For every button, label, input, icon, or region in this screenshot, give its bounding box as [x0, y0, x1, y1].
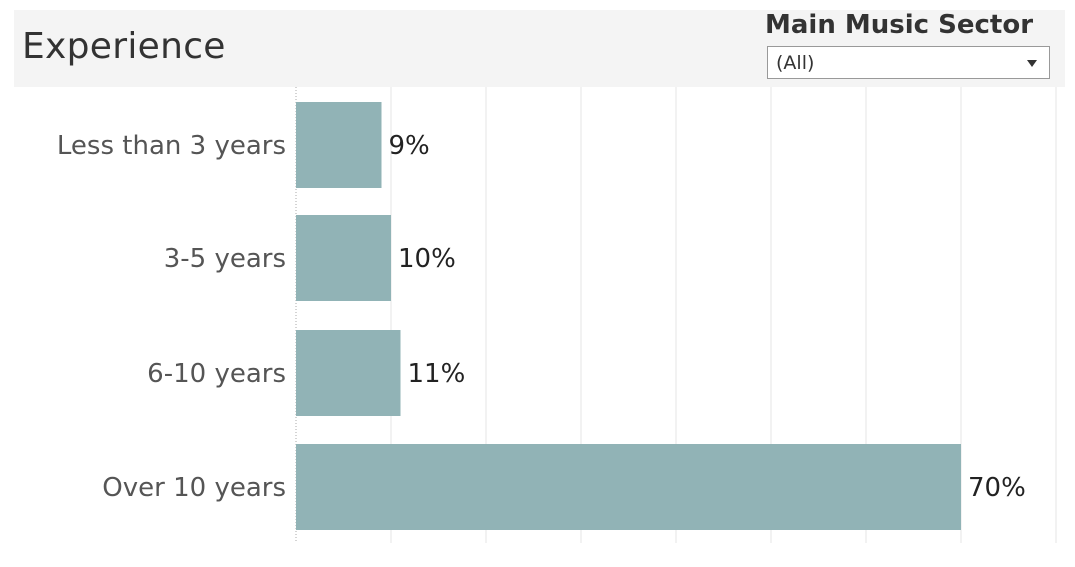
bar: [296, 444, 961, 530]
bar: [296, 102, 382, 188]
category-label: Over 10 years: [102, 473, 286, 503]
category-label: 3-5 years: [164, 244, 286, 274]
sector-filter-dropdown[interactable]: (All): [767, 46, 1050, 79]
data-label: 11%: [408, 359, 466, 389]
filter-selected-value: (All): [776, 52, 815, 74]
data-label: 70%: [968, 473, 1026, 503]
bar: [296, 330, 401, 416]
filter-label: Main Music Sector: [765, 10, 1034, 40]
data-label: 9%: [389, 131, 430, 161]
category-label: Less than 3 years: [57, 131, 286, 161]
page-title: Experience: [22, 26, 226, 67]
bar: [296, 215, 391, 301]
category-label: 6-10 years: [147, 359, 286, 389]
dropdown-arrow-icon: [1027, 60, 1037, 67]
data-label: 10%: [398, 244, 456, 274]
